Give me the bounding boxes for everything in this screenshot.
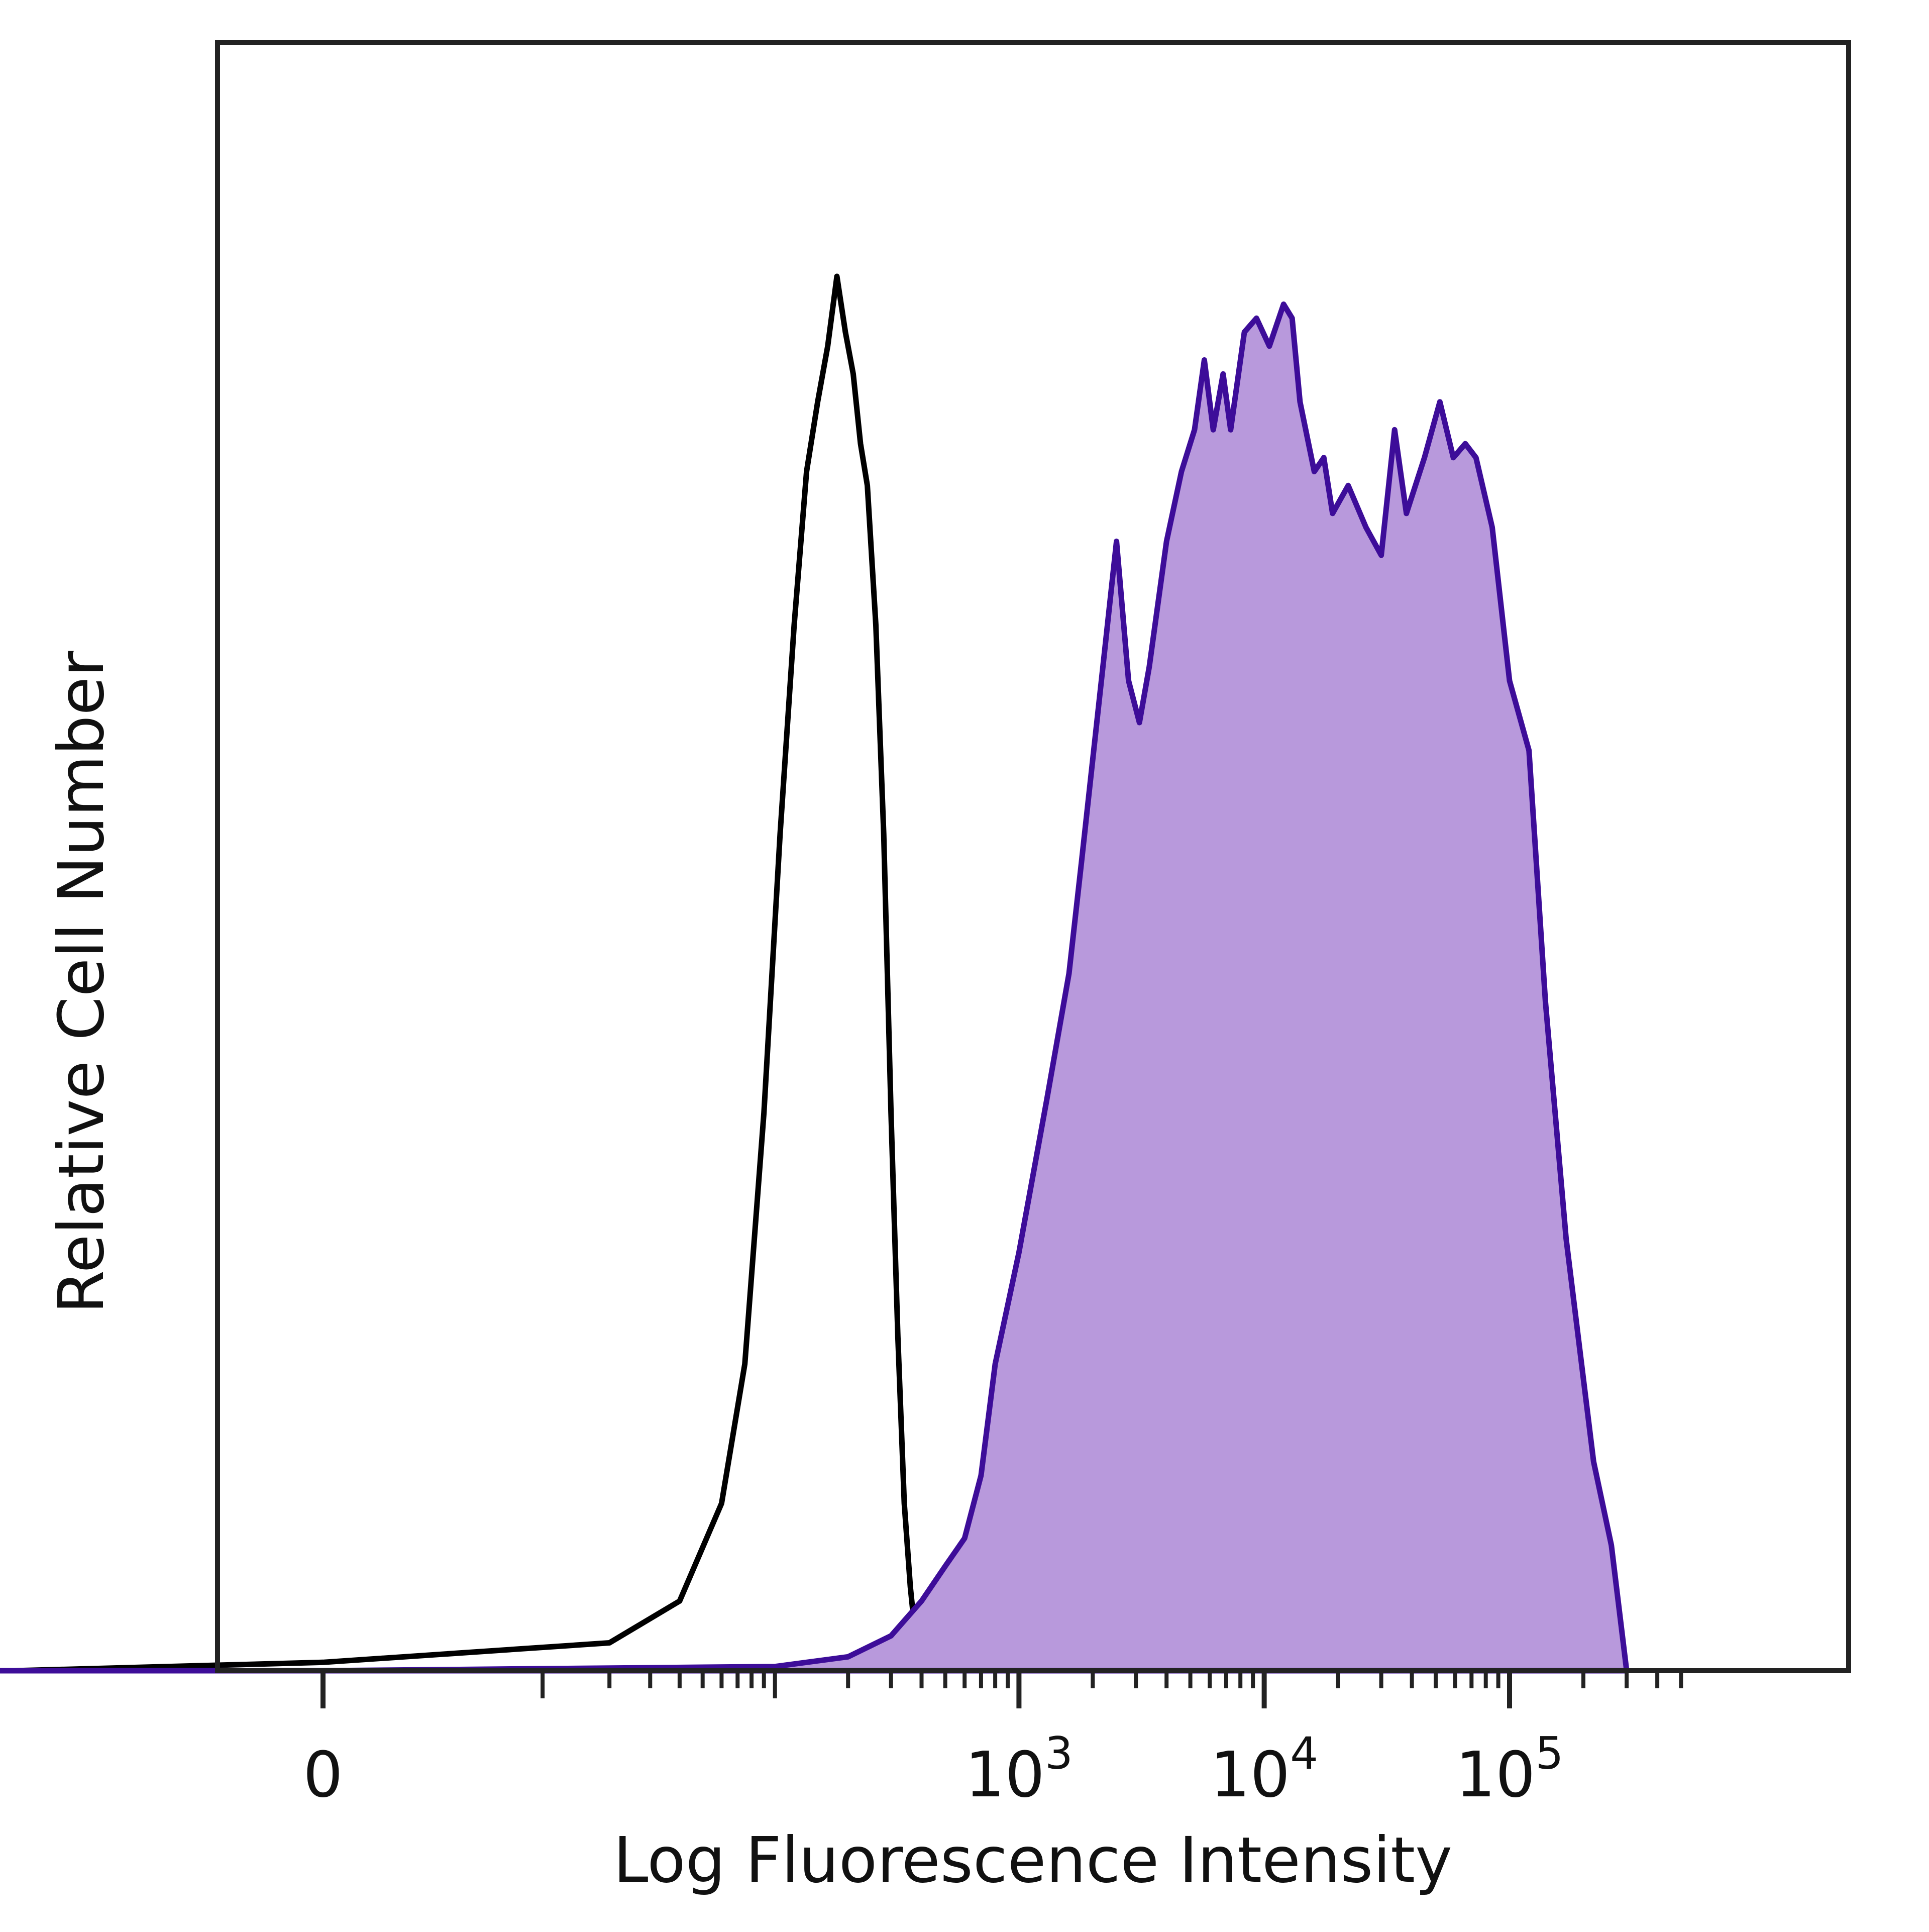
x-tick-label: 103 xyxy=(965,1727,1073,1811)
x-tick-label: 105 xyxy=(1455,1727,1563,1811)
series-filled-histogram xyxy=(0,301,1630,1674)
plot-frame xyxy=(215,40,1851,1673)
x-axis-label: Log Fluorescence Intensity xyxy=(613,1824,1452,1897)
x-tick-label: 104 xyxy=(1210,1727,1318,1811)
series-outline-histogram xyxy=(0,273,936,1674)
x-tick-label: 0 xyxy=(303,1739,343,1811)
y-axis-label: Relative Cell Number xyxy=(45,651,118,1314)
